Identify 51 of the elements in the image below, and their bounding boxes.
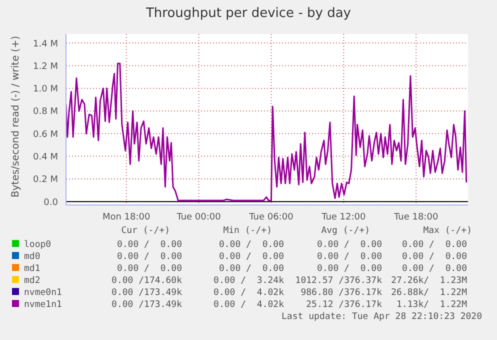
text: 0.00 / 0.00	[116, 240, 182, 250]
y-axis-title: Bytes/second read (-) / write (+)	[10, 36, 22, 198]
text: 0.00 / 0.00	[218, 240, 284, 250]
text: 0.00 /173.49k	[112, 300, 182, 310]
y-tick-label: 0.6 M	[33, 130, 58, 140]
legend-label: nvme0n1	[23, 288, 62, 298]
text: 0.00 / 0.00	[316, 240, 382, 250]
text: 0.00 / 0.00	[316, 252, 382, 262]
legend-label: md1	[23, 264, 40, 274]
text: 1.13k/ 1.22M	[396, 300, 467, 310]
text: 0.00 / 0.00	[116, 264, 182, 274]
text: Avg (-/+)	[321, 226, 370, 236]
text: 0.00 / 4.02k	[214, 288, 284, 298]
x-tick-label: Mon 18:00	[102, 212, 151, 222]
y-tick-label: 0.8 M	[33, 107, 58, 118]
text: 0.00 / 0.00	[402, 252, 467, 262]
y-tick-label: 1.4 M	[33, 39, 58, 50]
text: 0.00 / 0.00	[218, 264, 284, 274]
legend-label: nvme1n1	[23, 300, 62, 310]
text: 0.00 / 0.00	[402, 240, 467, 250]
text: 1012.57 /376.37k	[295, 276, 382, 286]
x-tick-label: Tue 12:00	[320, 212, 366, 222]
text: 0.00 / 0.00	[316, 264, 382, 274]
y-tick-label: 1.0 M	[33, 84, 58, 95]
text: 0.00 / 4.02k	[214, 300, 284, 310]
text: 0.00 / 0.00	[402, 264, 467, 274]
text: 0.00 / 0.00	[116, 252, 182, 262]
text: 0.00 / 0.00	[218, 252, 284, 262]
text: 0.00 / 3.24k	[214, 276, 284, 286]
y-tick-label: 0.2 M	[33, 175, 58, 186]
text: Min (-/+)	[223, 226, 272, 236]
legend-label: md2	[23, 276, 40, 286]
text: Max (-/+)	[423, 226, 472, 236]
line-series	[66, 62, 468, 202]
text: 25.12 /376.17k	[306, 300, 382, 310]
text: 0.00 /174.60k	[112, 276, 182, 286]
y-tick-label: 0.4 M	[33, 152, 58, 162]
chart-title: Throughput per device - by day	[144, 6, 352, 21]
legend-label: loop0	[23, 240, 52, 250]
text: 27.26k/ 1.23M	[391, 276, 467, 286]
text: Cur (-/+)	[121, 226, 170, 236]
y-tick-label: 1.2 M	[33, 62, 58, 72]
text: 986.80 /376.17k	[300, 288, 382, 298]
x-tick-label: Tue 00:00	[176, 212, 222, 222]
text: 0.00 /173.49k	[112, 288, 182, 298]
x-tick-label: Tue 06:00	[248, 212, 294, 222]
legend-label: md0	[23, 252, 40, 262]
text: 26.88k/ 1.22M	[391, 288, 467, 298]
x-tick-label: Tue 18:00	[393, 212, 438, 222]
text: Last update: Tue Apr 28 22:10:23 2020	[282, 312, 482, 322]
y-tick-label: 0.0	[44, 198, 58, 208]
